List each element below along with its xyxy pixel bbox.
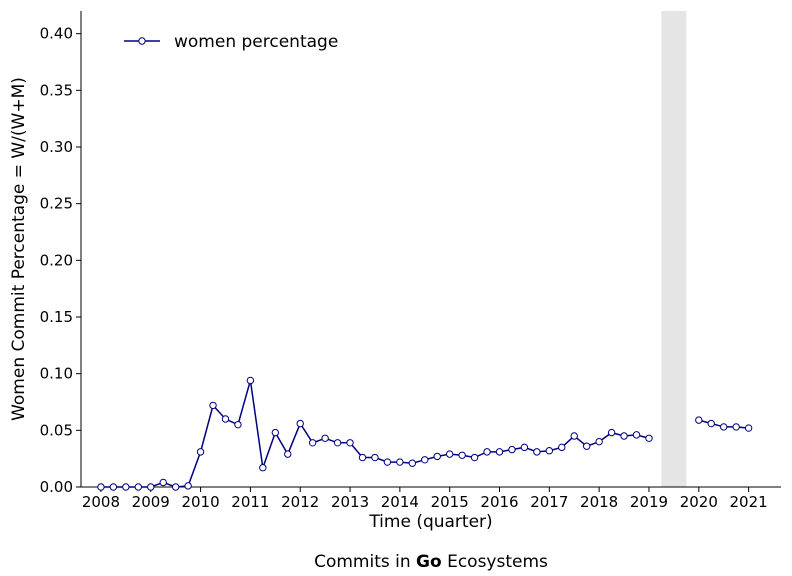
- x-tick-label: 2018: [580, 493, 618, 511]
- data-point: [470, 453, 479, 462]
- caption-prefix: Commits in: [314, 552, 416, 572]
- y-tick-label: 0.35: [40, 81, 73, 99]
- x-tick-label: 2021: [730, 493, 768, 511]
- data-point: [620, 432, 628, 440]
- x-tick-label: 2016: [480, 493, 518, 511]
- x-tick-label: 2011: [231, 493, 269, 511]
- data-point: [259, 464, 267, 472]
- data-point: [221, 415, 230, 423]
- data-point: [558, 443, 566, 452]
- data-point: [371, 453, 379, 462]
- data-point: [358, 453, 367, 462]
- y-tick-label: 0.05: [40, 421, 73, 439]
- y-tick-label: 0.00: [40, 478, 73, 496]
- data-point: [171, 483, 180, 491]
- x-axis-title: Time (quarter): [368, 512, 492, 532]
- shaded-gap-rect: [661, 11, 687, 487]
- y-axis-title: Women Commit Percentage = W/(W+M): [9, 77, 29, 421]
- data-point: [445, 450, 454, 458]
- data-point: [408, 459, 417, 467]
- data-point: [632, 431, 641, 439]
- legend: women percentage: [124, 32, 338, 52]
- x-tick-label: 2020: [680, 493, 718, 511]
- data-point: [433, 452, 441, 461]
- legend-label: women percentage: [174, 32, 338, 52]
- data-point: [333, 439, 342, 447]
- x-tick-label: 2019: [630, 493, 668, 511]
- data-point: [346, 439, 354, 447]
- data-point: [147, 483, 155, 491]
- data-point: [707, 419, 715, 428]
- data-point: [296, 419, 304, 428]
- data-point: [122, 483, 130, 491]
- data-point: [458, 451, 466, 459]
- x-tick-label: 2012: [281, 493, 319, 511]
- y-axis-ticks: 0.00 0.05 0.10 0.15 0.20 0.25 0.30 0.35 0.40: [40, 25, 81, 496]
- series-line-segment: [100, 380, 650, 488]
- series-women-percentage: [97, 376, 753, 491]
- data-point: [732, 423, 740, 431]
- data-point: [483, 448, 491, 456]
- data-point: [308, 439, 317, 447]
- x-tick-label: 2017: [530, 493, 568, 511]
- data-point: [520, 443, 529, 452]
- data-point: [109, 483, 118, 491]
- data-point: [234, 420, 242, 429]
- y-tick-label: 0.10: [40, 365, 73, 383]
- data-point: [607, 428, 616, 437]
- data-point: [321, 434, 329, 442]
- data-point: [744, 424, 753, 432]
- caption-ecosystem: Go: [416, 552, 442, 572]
- data-point: [209, 401, 217, 410]
- data-point: [284, 450, 292, 458]
- data-point: [159, 478, 167, 487]
- data-point: [196, 448, 205, 456]
- data-point: [720, 423, 728, 431]
- data-point: [582, 442, 591, 450]
- caption-suffix: Ecosystems: [442, 552, 548, 572]
- data-point: [97, 483, 105, 491]
- x-tick-label: 2009: [132, 493, 170, 511]
- data-point: [595, 437, 603, 446]
- data-point: [533, 448, 541, 456]
- data-point: [495, 448, 504, 456]
- data-point: [545, 447, 554, 455]
- data-point: [134, 483, 142, 491]
- x-tick-label: 2010: [181, 493, 219, 511]
- data-point: [396, 458, 404, 466]
- x-tick-label: 2015: [431, 493, 469, 511]
- y-tick-label: 0.20: [40, 251, 73, 269]
- data-point: [421, 456, 429, 464]
- data-point: [508, 445, 516, 454]
- y-tick-label: 0.25: [40, 195, 73, 213]
- shaded-gap-region: [661, 11, 687, 487]
- x-tick-label: 2013: [331, 493, 369, 511]
- x-tick-label: 2008: [82, 493, 120, 511]
- data-point: [645, 434, 653, 442]
- data-point: [246, 376, 255, 385]
- x-tick-label: 2014: [381, 493, 419, 511]
- data-point: [271, 428, 280, 437]
- y-tick-label: 0.40: [40, 25, 73, 43]
- data-point: [695, 416, 703, 424]
- y-tick-label: 0.30: [40, 138, 73, 156]
- data-point: [184, 482, 192, 490]
- figure-caption: Commits in Go Ecosystems: [314, 552, 548, 572]
- data-point: [383, 458, 392, 466]
- x-axis-ticks: 2008 2009 2010 2011 2012 2013 2014 2015 2016 2017…: [82, 487, 768, 511]
- y-tick-label: 0.15: [40, 308, 73, 326]
- legend-marker-swatch: [138, 37, 146, 45]
- data-point: [570, 432, 578, 440]
